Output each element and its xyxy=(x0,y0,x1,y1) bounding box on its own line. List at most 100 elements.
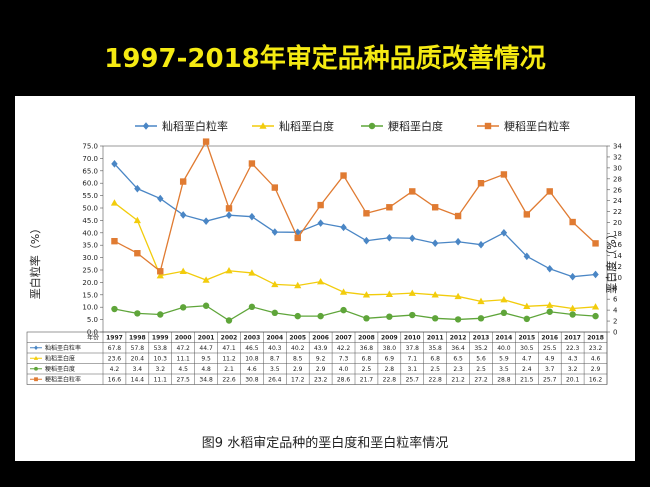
point-marker xyxy=(454,292,462,300)
table-cell: 22.8 xyxy=(429,377,443,384)
table-cell: 22.3 xyxy=(566,345,580,352)
point-marker xyxy=(179,267,187,274)
point-marker xyxy=(363,236,370,245)
point-marker xyxy=(569,272,576,281)
table-row-label: 粳稻垩白粒率 xyxy=(45,376,81,384)
table-cell: 2.5 xyxy=(476,366,486,373)
point-marker xyxy=(477,240,485,249)
table-cell: 10.8 xyxy=(245,356,259,363)
legend-item: 粳稻垩白粒率 xyxy=(477,119,570,133)
point-marker xyxy=(202,138,210,145)
slide-title: 1997-2018年审定品种品质改善情况 xyxy=(104,44,546,74)
point-marker xyxy=(546,308,553,315)
table-cell: 25.7 xyxy=(543,377,557,384)
table-cell: 8.5 xyxy=(293,356,303,363)
series-line xyxy=(114,305,596,322)
table-cell: 42.2 xyxy=(337,345,351,352)
plot-frame xyxy=(102,145,608,333)
point-marker xyxy=(385,290,393,297)
table-cell: 3.2 xyxy=(568,366,578,373)
point-marker xyxy=(408,289,416,296)
table-row-label: 籼稻垩白粒率 xyxy=(45,344,81,352)
point-marker xyxy=(271,228,279,236)
point-marker xyxy=(179,178,187,185)
table-cell: 4.7 xyxy=(522,356,532,363)
point-marker xyxy=(294,312,301,320)
table-cell: 2.5 xyxy=(362,366,372,373)
table-cell: 2.1 xyxy=(224,366,234,373)
left-tick-label: 70.0 xyxy=(82,155,98,163)
x-tick-label: 2018 xyxy=(587,335,604,342)
point-marker xyxy=(477,315,485,322)
table-row: 籼稻垩白粒率 67.8 57.8 53.8 47.2 44.7 47.1 46.5 40.3 40… xyxy=(30,344,602,352)
point-marker xyxy=(431,239,439,248)
point-marker xyxy=(368,122,376,130)
x-tick-label: 2000 xyxy=(175,335,192,342)
right-tick-label: 22 xyxy=(613,208,622,216)
table-cell: 21.5 xyxy=(520,377,534,384)
table-cell: 21.2 xyxy=(451,377,465,384)
point-marker xyxy=(409,234,416,243)
table-cell: 2.9 xyxy=(316,366,326,373)
point-marker xyxy=(592,270,599,279)
right-tick-label: 24 xyxy=(613,197,622,205)
x-tick-label: 1999 xyxy=(152,335,169,342)
x-tick-label: 2017 xyxy=(564,335,581,342)
x-tick-label: 2009 xyxy=(381,335,398,342)
left-tick-label: 45.0 xyxy=(82,217,98,225)
right-tick-label: 8 xyxy=(613,285,617,293)
series-triangle xyxy=(110,199,600,312)
point-marker xyxy=(409,311,416,319)
point-marker xyxy=(202,217,210,225)
point-marker xyxy=(111,237,118,245)
point-marker xyxy=(179,211,187,219)
table-cell: 9.5 xyxy=(201,356,211,363)
left-tick-label: 15.0 xyxy=(82,291,98,299)
table-cell: 27.2 xyxy=(474,377,488,384)
point-marker xyxy=(110,199,119,206)
point-marker xyxy=(523,211,531,218)
table-cell: 5.6 xyxy=(476,356,486,363)
x-tick-label: 2010 xyxy=(404,335,421,342)
point-marker xyxy=(386,313,393,320)
table-cell: 20.1 xyxy=(566,377,580,384)
x-tick-label: 1998 xyxy=(129,335,146,342)
point-marker xyxy=(294,281,302,289)
left-tick-label: 25.0 xyxy=(82,267,98,275)
left-tick-label: 60.0 xyxy=(82,180,98,188)
point-marker xyxy=(500,229,508,237)
point-marker xyxy=(317,219,324,227)
table-cell: 4.5 xyxy=(178,366,188,373)
legend-label: 籼稻垩白度 xyxy=(279,119,334,133)
point-marker xyxy=(569,218,576,226)
point-marker xyxy=(363,210,370,217)
left-tick-label: 35.0 xyxy=(82,242,98,250)
x-tick-label: 2013 xyxy=(473,335,490,342)
point-marker xyxy=(157,194,164,203)
table-cell: 6.5 xyxy=(453,356,463,363)
table-cell: 22.6 xyxy=(222,377,236,384)
table-cell: 34.8 xyxy=(199,377,213,384)
table-row: 粳稻垩白度 4.2 3.4 3.2 4.5 4.8 2.1 4.6 3.5 2.9 2.9 4.0 2.… xyxy=(30,365,600,373)
point-marker xyxy=(362,291,371,298)
series-line xyxy=(114,202,596,310)
x-tick-label: 2003 xyxy=(244,335,261,342)
x-tick-label: 1997 xyxy=(106,335,123,342)
table-cell: 11.2 xyxy=(222,356,236,363)
table-cell: 16.2 xyxy=(589,377,603,384)
table-cell: 23.2 xyxy=(589,345,603,352)
point-marker xyxy=(157,311,164,318)
chart-caption: 图9 水稻审定品种的垩白度和垩白粒率情况 xyxy=(201,436,449,451)
right-tick-label: 12 xyxy=(613,263,622,271)
table-cell: 6.9 xyxy=(385,356,395,363)
point-marker xyxy=(591,303,600,310)
point-marker xyxy=(363,315,370,322)
x-tick-label: 2012 xyxy=(450,335,467,342)
point-marker xyxy=(248,269,256,276)
table-cell: 8.7 xyxy=(270,356,280,363)
x-tick-label: 2011 xyxy=(427,335,444,342)
point-marker xyxy=(33,356,39,360)
point-marker xyxy=(454,316,462,323)
data-table: 年份 1997 1998 1999 2000 2001 2002 2003 2004 2005 20… xyxy=(26,331,608,385)
right-tick-label: 20 xyxy=(613,219,622,227)
